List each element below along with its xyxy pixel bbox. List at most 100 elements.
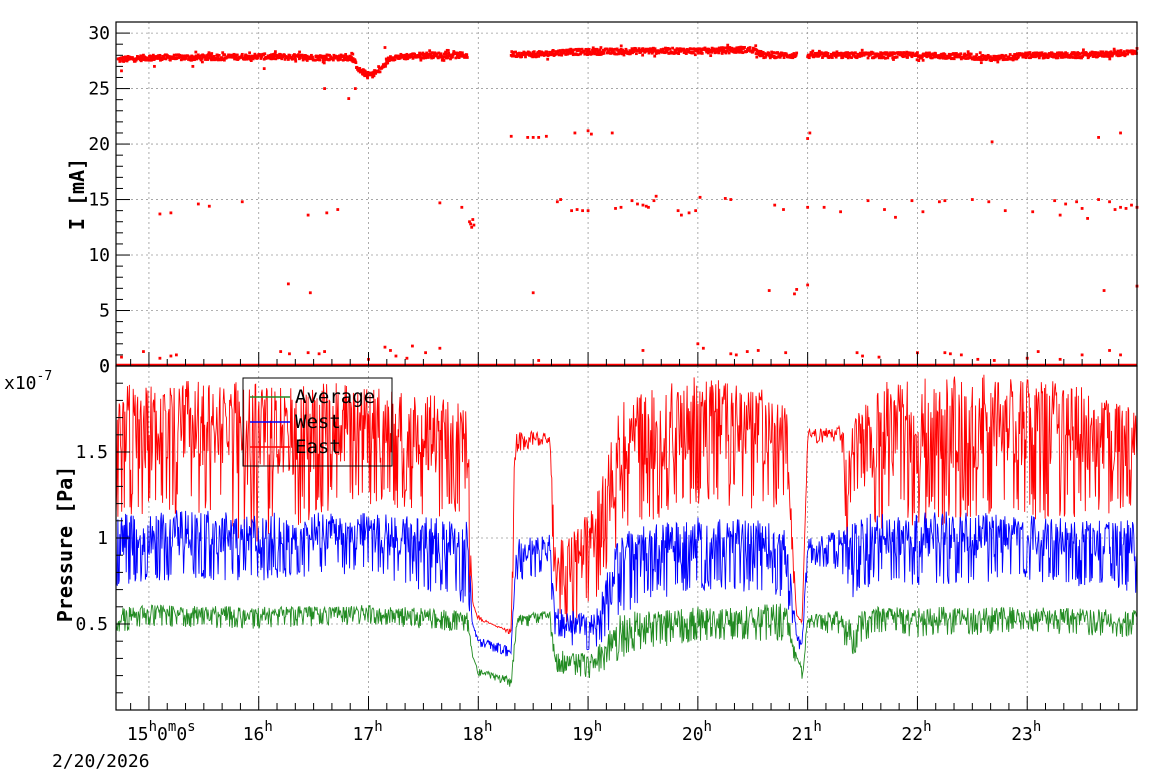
current-point: [754, 44, 758, 48]
current-point: [590, 52, 594, 56]
current-point: [309, 57, 313, 60]
current-point: [883, 208, 886, 211]
current-point: [1056, 51, 1059, 55]
current-point: [968, 54, 972, 57]
current-point: [726, 43, 730, 47]
current-point: [419, 58, 423, 62]
current-point: [682, 47, 685, 51]
current-point: [609, 52, 612, 55]
current-point: [351, 52, 355, 56]
current-point: [566, 51, 570, 55]
current-point: [901, 53, 905, 57]
current-point: [435, 52, 439, 56]
current-point: [762, 56, 766, 60]
current-point: [1108, 200, 1111, 204]
current-point: [846, 56, 850, 60]
current-point: [723, 50, 727, 53]
current-point: [795, 51, 799, 55]
current-point: [454, 56, 458, 60]
current-point: [308, 55, 312, 59]
current-point: [444, 50, 447, 54]
current-point: [537, 359, 541, 362]
current-point: [901, 55, 905, 59]
current-point: [147, 58, 151, 62]
current-point: [776, 51, 780, 55]
current-point: [164, 57, 168, 61]
current-point: [821, 56, 824, 59]
current-point: [306, 213, 310, 217]
current-point: [596, 49, 600, 53]
current-point: [570, 209, 574, 213]
time-tick-suffix: h: [1033, 719, 1041, 735]
current-point: [908, 51, 912, 55]
current-point: [572, 48, 576, 52]
current-point: [274, 57, 278, 61]
current-point: [174, 353, 178, 357]
current-point: [193, 58, 196, 62]
current-point: [861, 354, 864, 358]
current-point: [207, 204, 211, 208]
current-point: [425, 51, 429, 55]
current-point: [210, 58, 213, 62]
current-point: [848, 55, 852, 59]
current-point: [751, 50, 755, 54]
current-point: [432, 55, 436, 59]
current-point: [595, 47, 599, 51]
current-point: [347, 58, 351, 62]
current-point: [756, 349, 760, 352]
current-point: [551, 48, 555, 52]
current-point: [1070, 55, 1074, 59]
current-y-tick-label: 5: [99, 301, 110, 322]
date-label: 2/20/2026: [52, 751, 150, 772]
current-point: [782, 208, 785, 211]
current-point: [524, 55, 527, 59]
current-point: [878, 53, 882, 57]
current-point: [294, 59, 298, 63]
current-point: [321, 58, 325, 62]
current-point: [970, 198, 974, 201]
current-point: [972, 55, 976, 59]
current-point: [945, 56, 948, 60]
current-point: [739, 47, 743, 51]
current-point: [989, 55, 992, 59]
current-point: [296, 53, 300, 57]
current-point: [978, 51, 982, 55]
current-point: [1058, 213, 1062, 217]
current-point: [1024, 51, 1027, 55]
current-point: [770, 50, 774, 54]
current-point: [439, 52, 443, 56]
current-point: [248, 51, 252, 55]
current-point: [975, 53, 979, 56]
current-point: [992, 359, 996, 362]
current-point: [404, 57, 408, 61]
current-point: [818, 53, 822, 57]
current-point: [272, 55, 276, 59]
current-point: [310, 53, 313, 57]
current-point: [773, 203, 777, 207]
current-point: [372, 70, 376, 74]
current-point: [723, 197, 727, 200]
current-point: [647, 51, 651, 55]
time-tick-part: h: [149, 719, 157, 735]
current-point: [1086, 53, 1089, 57]
current-point: [405, 356, 409, 360]
current-point: [779, 54, 783, 58]
current-point: [696, 50, 700, 54]
current-point: [440, 58, 444, 62]
current-point: [328, 53, 331, 57]
current-point: [538, 51, 542, 55]
current-point: [288, 352, 291, 356]
current-point: [306, 351, 310, 355]
current-point: [526, 136, 530, 139]
current-point: [558, 53, 561, 57]
current-point: [240, 200, 244, 204]
current-point: [1037, 56, 1041, 60]
current-point: [816, 51, 820, 55]
current-point: [322, 56, 325, 60]
current-point: [195, 55, 199, 58]
current-point: [651, 50, 655, 54]
current-point: [905, 50, 909, 54]
current-point: [722, 48, 726, 51]
current-point: [1133, 51, 1137, 55]
